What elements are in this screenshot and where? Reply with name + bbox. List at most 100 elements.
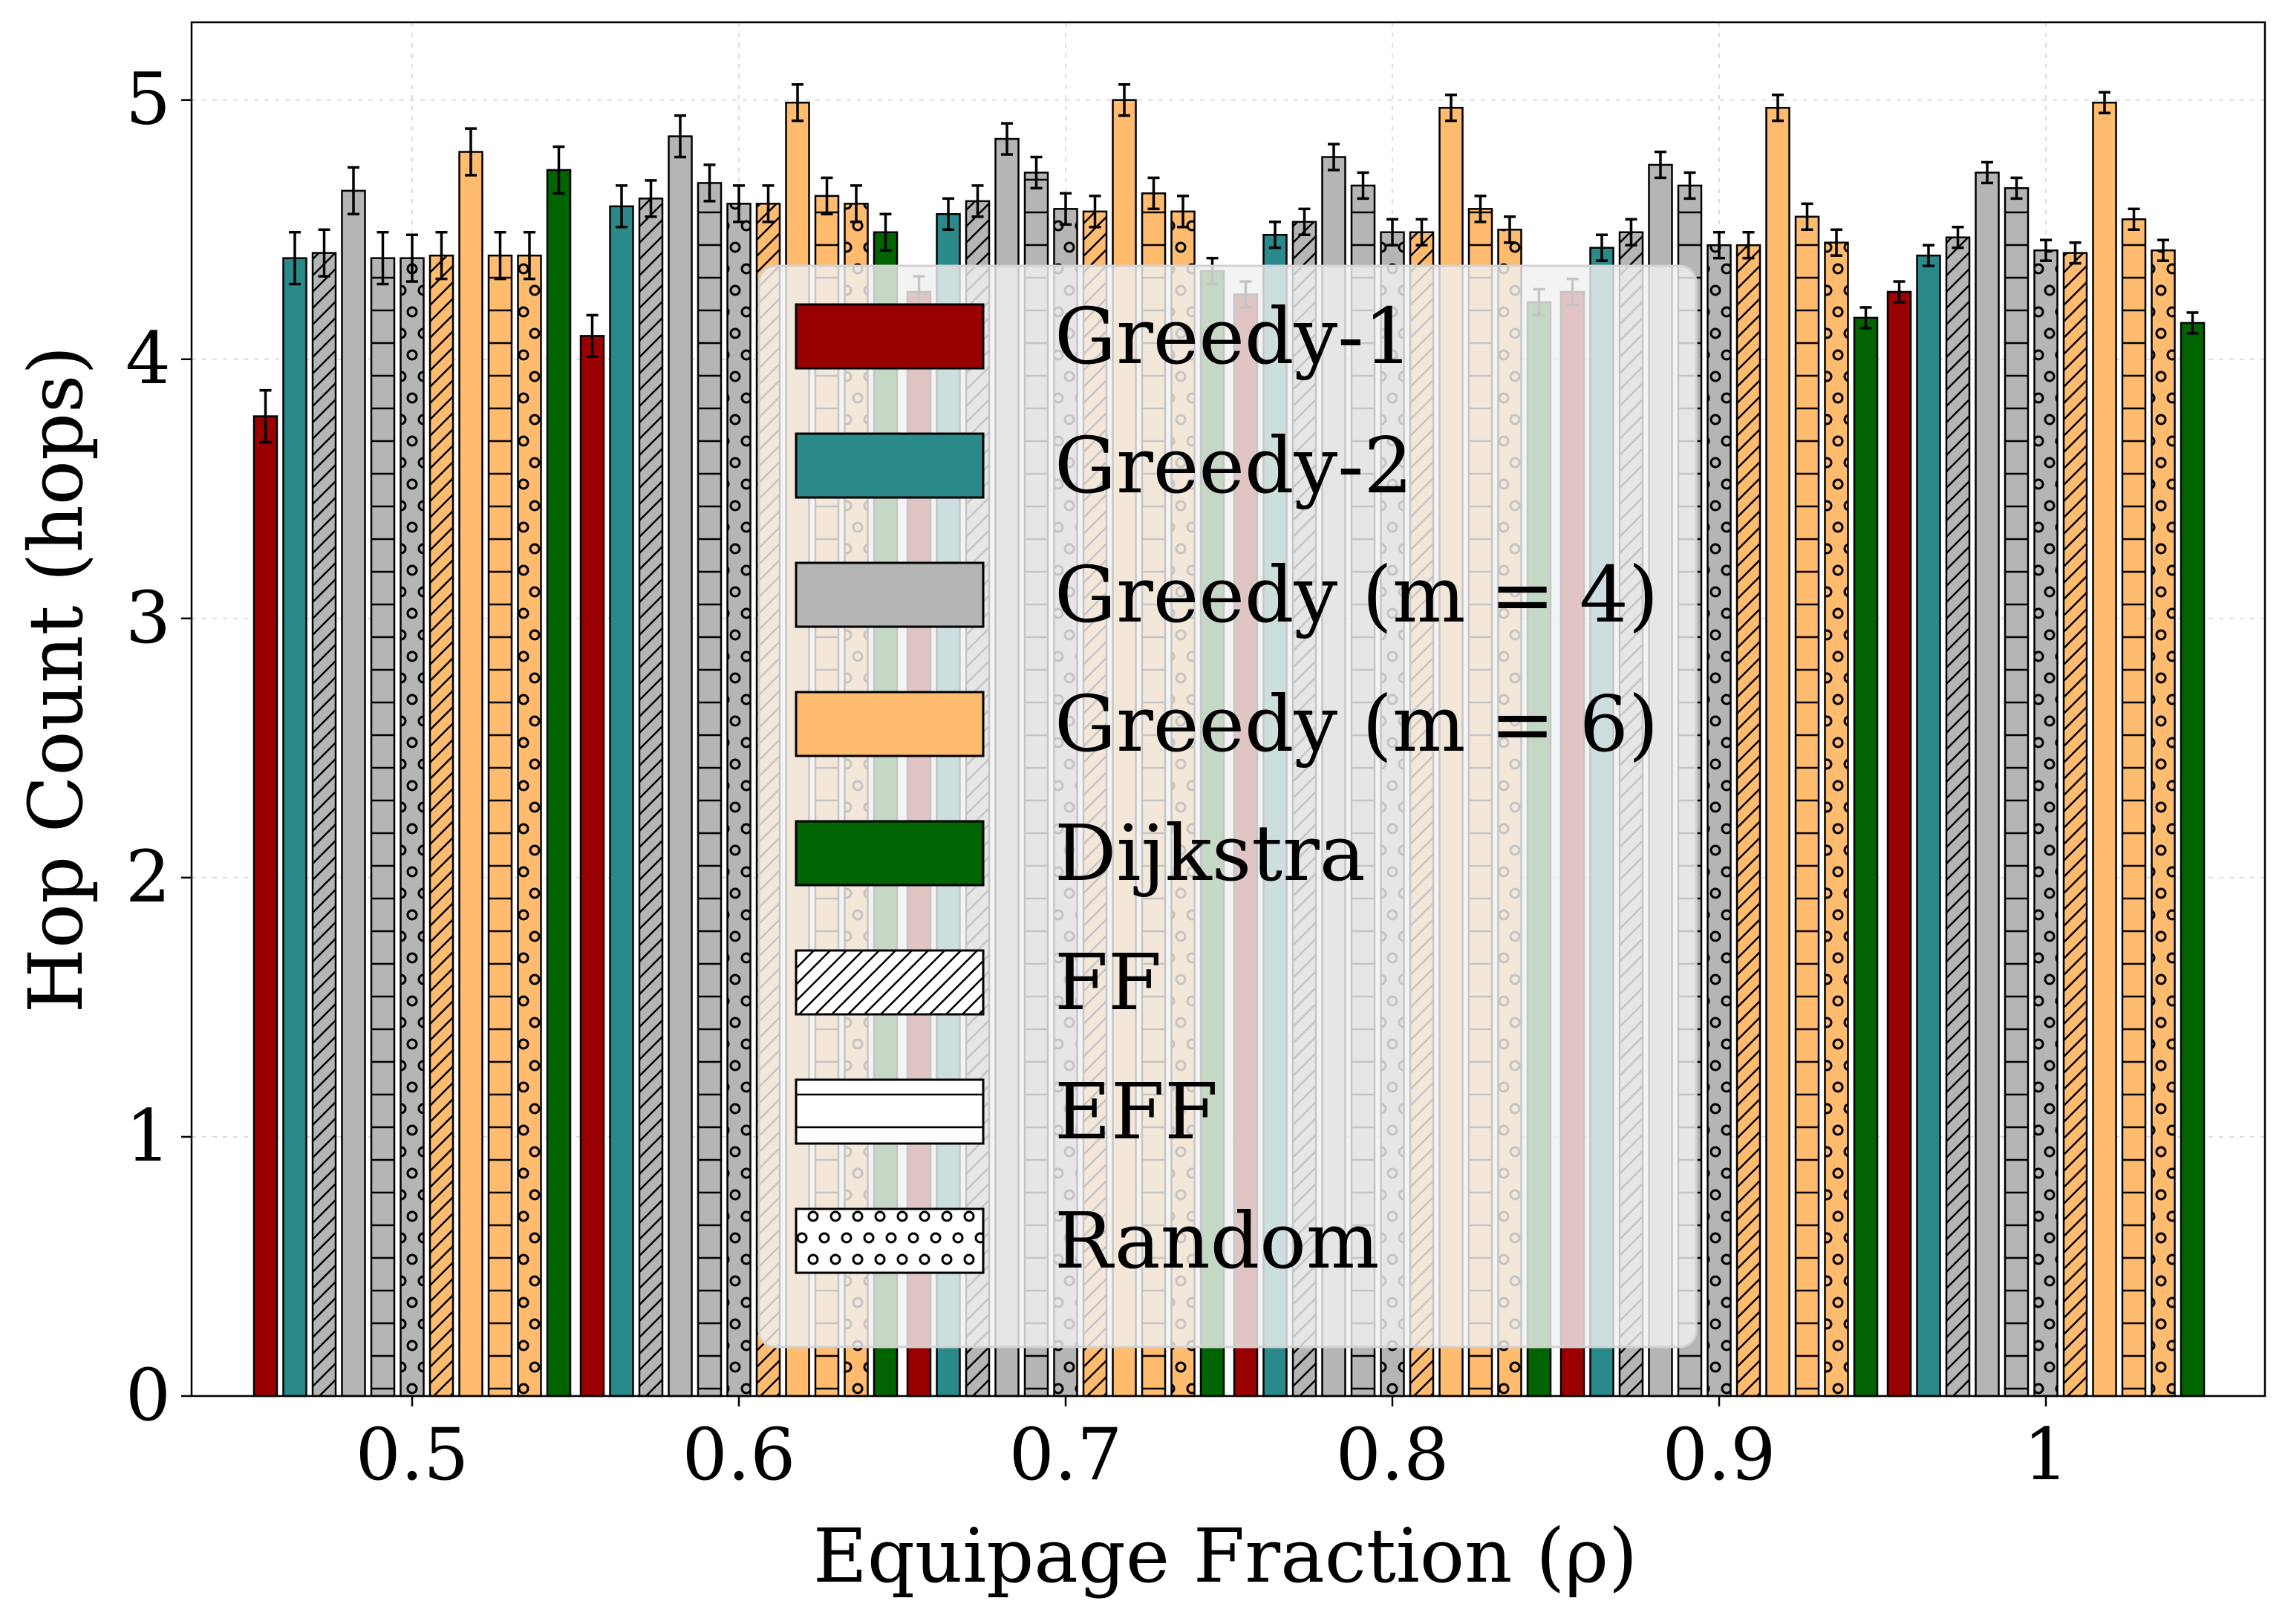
bar-hatch <box>2005 188 2028 1396</box>
error-bar <box>2010 176 2023 200</box>
legend-item: Random <box>795 1196 1379 1286</box>
error-bar <box>289 230 301 286</box>
bar-hatch <box>400 258 424 1397</box>
error-bar <box>2128 207 2140 231</box>
x-tick-label: 0.9 <box>1663 1413 1776 1496</box>
bar-hatch <box>698 183 721 1397</box>
x-tick-label: 0.5 <box>356 1413 469 1496</box>
error-bar <box>1269 221 1281 250</box>
bar-hatch <box>371 258 394 1397</box>
error-bar <box>971 184 984 218</box>
legend-swatch-hatch <box>796 950 983 1014</box>
bar <box>1888 292 1911 1397</box>
legend-swatch-outline <box>795 432 985 499</box>
error-bar <box>645 179 657 218</box>
error-bar <box>1923 244 1934 267</box>
legend-swatch-hatch <box>796 1209 983 1273</box>
y-axis: 0 1 2 3 4 5 <box>126 58 192 1437</box>
error-bar <box>1952 226 1964 250</box>
legend-item: Greedy-1 <box>795 291 1413 382</box>
error-bar <box>1831 228 1842 257</box>
y-axis-label: Hop Count (hops) <box>13 346 100 1014</box>
x-axis: 0.5 0.6 0.7 0.8 0.9 1 <box>356 1396 2069 1496</box>
bar <box>1854 317 1877 1396</box>
error-bar <box>1001 122 1013 156</box>
legend-swatch-outline <box>795 1078 985 1145</box>
legend-swatch-outline <box>795 691 985 757</box>
error-bar <box>1713 230 1725 260</box>
legend-item: EFF <box>795 1066 1218 1157</box>
error-bar <box>1596 233 1608 262</box>
error-bar <box>259 388 272 444</box>
bar <box>2181 322 2204 1397</box>
y-tick-label: 4 <box>126 317 171 400</box>
error-bar <box>1893 280 1906 304</box>
error-bar <box>1859 306 1872 330</box>
legend-swatch-outline <box>795 1207 985 1274</box>
error-bar <box>348 166 359 216</box>
legend-label: Random <box>1055 1196 1379 1286</box>
bar-hatch <box>489 255 512 1397</box>
y-tick-label: 1 <box>126 1095 171 1178</box>
error-bar <box>552 145 565 195</box>
error-bar <box>1683 171 1696 200</box>
bar <box>668 136 692 1396</box>
error-bar <box>850 184 862 224</box>
legend-swatch-outline <box>795 820 985 887</box>
legend-swatch-outline <box>795 949 985 1016</box>
error-bar <box>1445 93 1457 123</box>
legend-swatch <box>796 692 983 756</box>
error-bar <box>1298 207 1311 236</box>
bar-hatch <box>2034 250 2058 1396</box>
error-bar <box>2157 238 2169 262</box>
bar <box>1766 108 1790 1396</box>
error-bar <box>2186 311 2199 335</box>
legend-box <box>757 264 1698 1349</box>
legend-swatch-outline <box>795 561 985 628</box>
x-axis-label: Equipage Fraction (ρ) <box>813 1513 1637 1599</box>
bar-hatch <box>639 198 662 1396</box>
bar-hatch <box>2064 252 2087 1396</box>
bar <box>342 190 365 1397</box>
legend-swatch-hatch <box>796 1080 983 1144</box>
legend-label: FF <box>1055 937 1161 1028</box>
bar-hatch <box>1946 237 1969 1396</box>
error-bar <box>1357 171 1369 200</box>
error-bar <box>879 212 892 252</box>
bar <box>254 416 277 1396</box>
error-bar <box>2040 238 2052 262</box>
error-bar <box>1504 215 1516 244</box>
error-bar <box>1981 160 1993 185</box>
error-bar <box>1772 93 1784 123</box>
legend-item: Greedy (m = 4) <box>795 550 1658 640</box>
bar-hatch <box>518 255 541 1397</box>
legend-label: Dijkstra <box>1055 808 1366 899</box>
error-bar <box>1060 192 1072 226</box>
y-tick-label: 2 <box>126 835 171 919</box>
x-tick-label: 1 <box>2023 1413 2068 1496</box>
legend-swatch <box>796 563 983 627</box>
error-bar <box>1328 143 1340 172</box>
legend-label: Greedy (m = 6) <box>1055 679 1658 769</box>
bar-hatch <box>1796 216 1819 1396</box>
error-bar <box>406 233 418 283</box>
legend-label: Greedy-1 <box>1055 291 1413 382</box>
bar <box>581 336 604 1396</box>
legend-item: Greedy-2 <box>795 420 1413 511</box>
legend-swatch-outline <box>795 303 985 370</box>
error-bar <box>1625 218 1637 247</box>
legend-swatch <box>796 304 983 368</box>
bar <box>1917 255 1940 1397</box>
bar-hatch <box>313 252 336 1396</box>
bar-hatch <box>2151 250 2175 1396</box>
error-bar <box>1147 176 1160 211</box>
bar-hatch <box>1737 245 1760 1396</box>
plot-area-frame <box>190 21 2266 1398</box>
error-bar <box>318 228 330 278</box>
bar-hatch <box>2122 219 2145 1397</box>
error-bar <box>2099 91 2110 114</box>
error-bar <box>2069 241 2082 265</box>
legend-label: EFF <box>1055 1066 1218 1157</box>
error-bar <box>1030 155 1043 190</box>
bar <box>459 151 483 1396</box>
